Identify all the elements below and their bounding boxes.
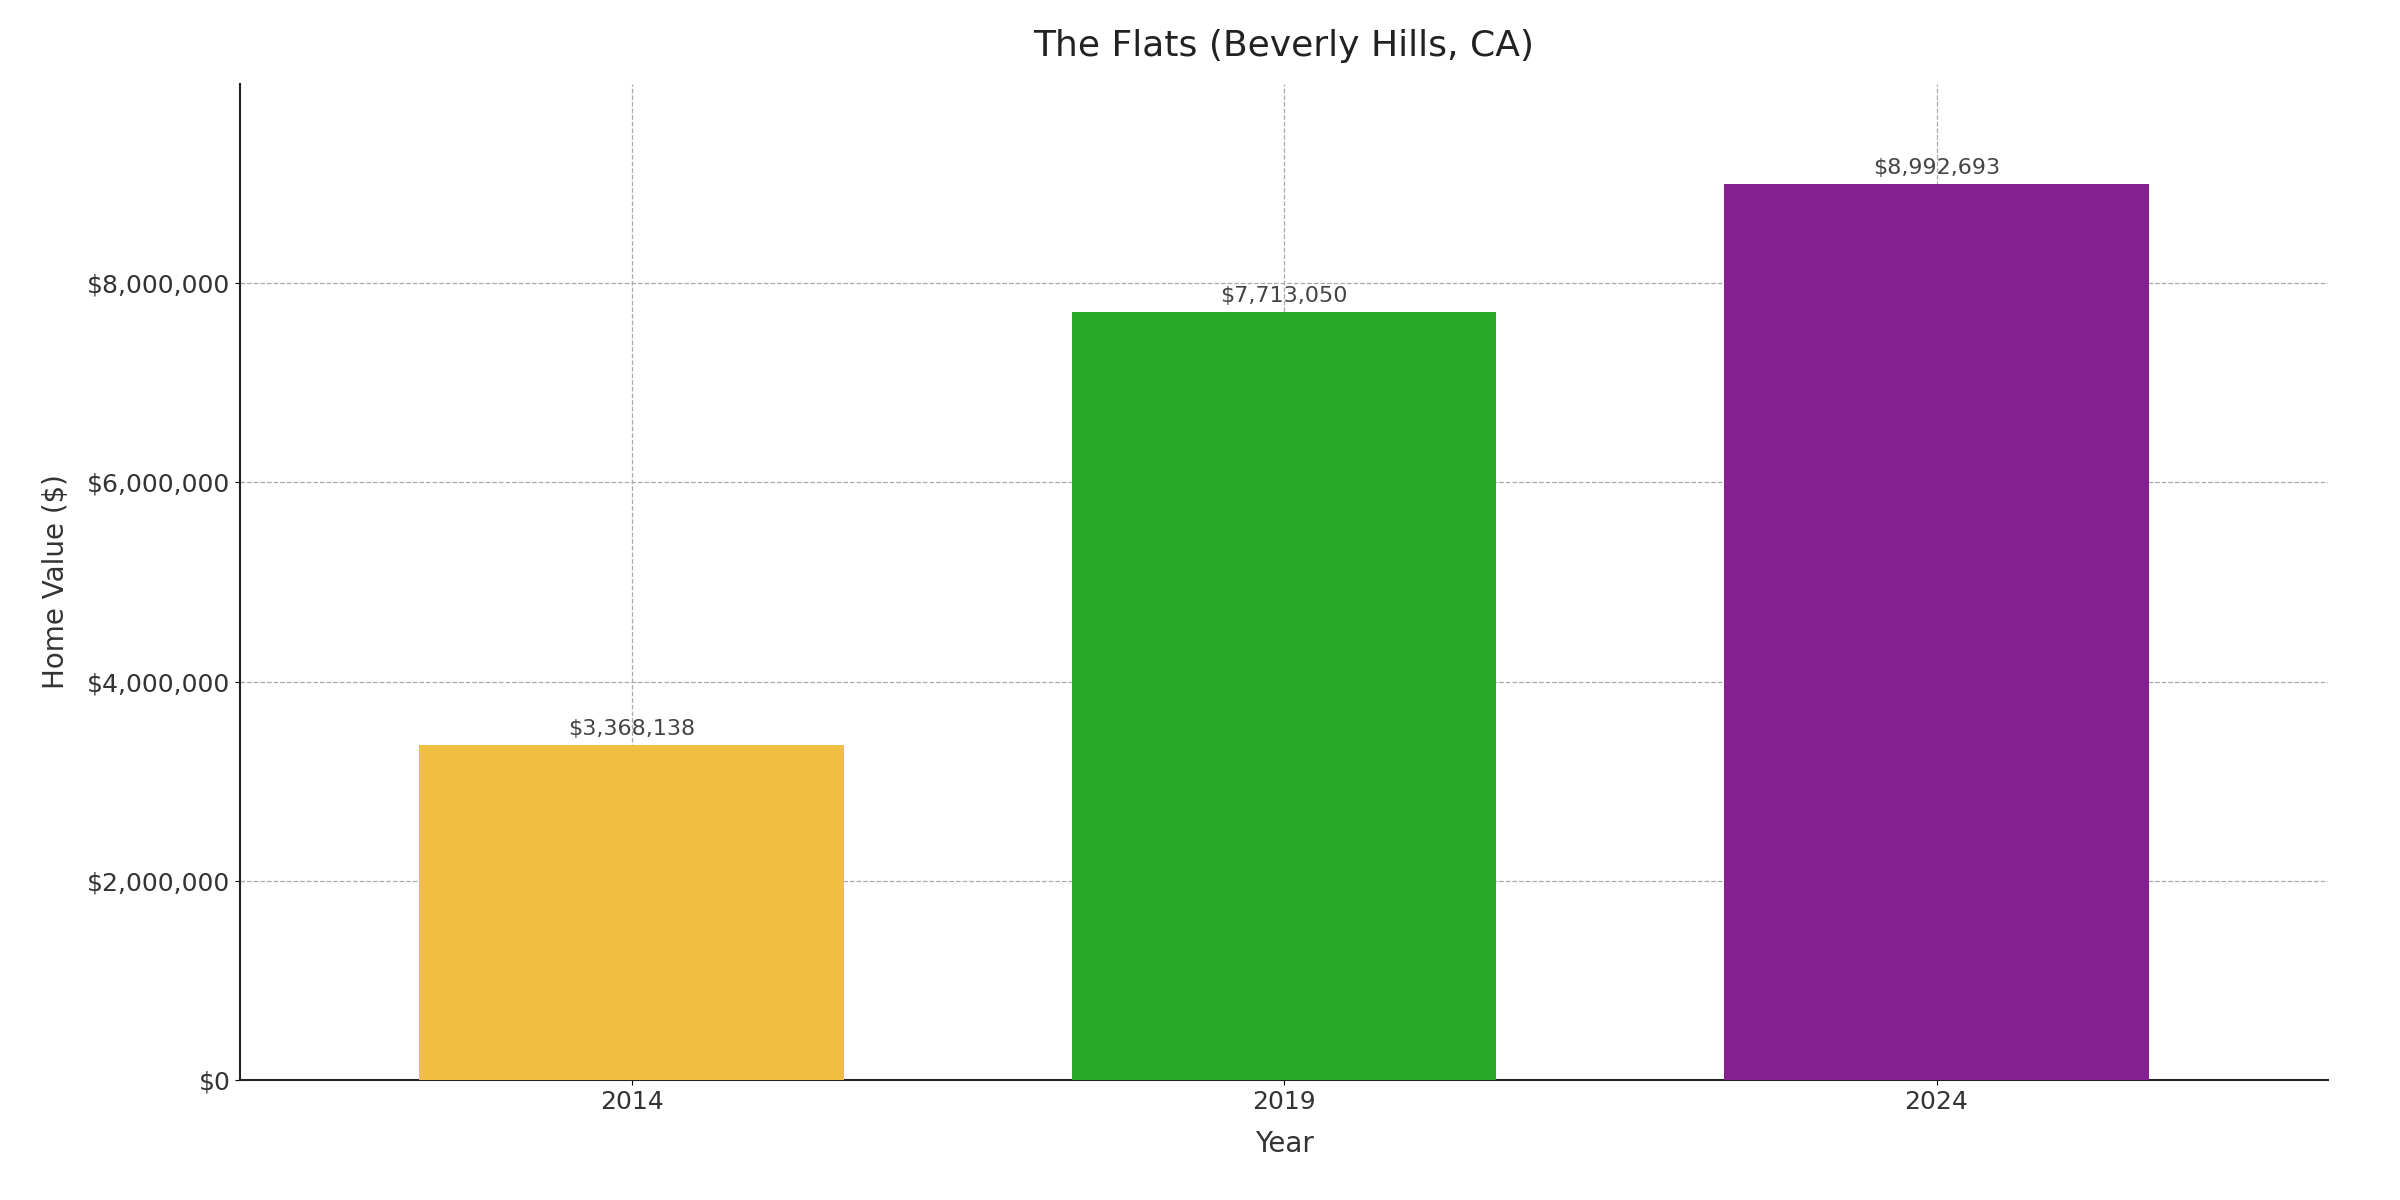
Bar	[1726, 185, 2148, 1080]
Bar	[420, 744, 842, 1080]
Bar	[1073, 312, 1495, 1080]
Text: $7,713,050: $7,713,050	[1219, 286, 1349, 306]
Text: $3,368,138: $3,368,138	[569, 719, 696, 738]
X-axis label: Year: Year	[1255, 1130, 1313, 1158]
Text: $8,992,693: $8,992,693	[1872, 158, 1999, 179]
Title: The Flats (Beverly Hills, CA): The Flats (Beverly Hills, CA)	[1034, 29, 1534, 64]
Y-axis label: Home Value ($): Home Value ($)	[43, 474, 70, 690]
